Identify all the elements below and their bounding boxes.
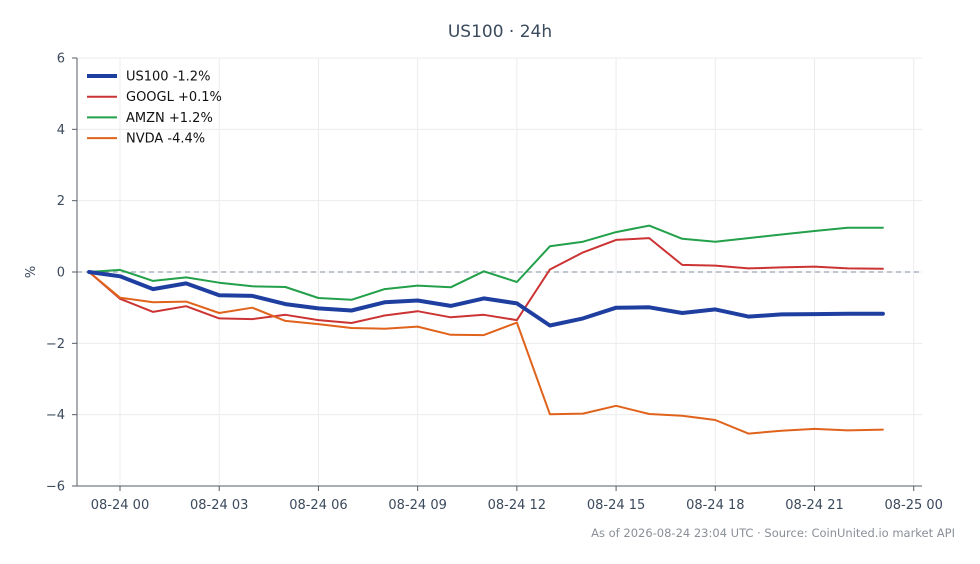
x-tick-label: 08-24 03: [190, 498, 248, 513]
legend: US100 -1.2% GOOGL +0.1% AMZN +1.2% NVDA -4.…: [87, 70, 222, 147]
legend-label-amzn: AMZN +1.2%: [126, 111, 213, 126]
x-tick-label: 08-24 15: [587, 498, 645, 513]
x-tick-label: 08-24 09: [388, 498, 446, 513]
grid: [77, 57, 922, 487]
y-tick-label: −4: [46, 408, 65, 423]
chart-title: US100 · 24h: [448, 22, 552, 42]
y-tick-label: 4: [57, 123, 65, 138]
series-lines: [87, 224, 885, 435]
x-tick-label: 08-24 00: [91, 498, 149, 513]
series-line-us100: [87, 270, 885, 328]
legend-label-us100: US100 -1.2%: [126, 70, 210, 85]
y-tick-label: 2: [57, 194, 65, 209]
series-line-googl: [88, 237, 884, 324]
legend-label-nvda: NVDA -4.4%: [126, 132, 205, 147]
source-footnote: As of 2026-08-24 23:04 UTC · Source: Coi…: [591, 526, 955, 540]
series-line-amzn: [88, 224, 884, 301]
x-tick-label: 08-24 18: [686, 498, 744, 513]
y-tick-label: 0: [57, 266, 65, 281]
y-tick-label: −2: [46, 337, 65, 352]
x-tick-label: 08-24 12: [488, 498, 546, 513]
series-line-nvda: [88, 271, 884, 435]
axes: −6 −4 −2 0 2 4 6 08-24 00 08-24 03 08-24 06 08-24 …: [46, 52, 943, 514]
legend-label-googl: GOOGL +0.1%: [126, 90, 222, 105]
x-tick-label: 08-25 00: [885, 498, 943, 513]
y-axis-label: %: [24, 266, 39, 278]
y-tick-label: 6: [57, 52, 65, 67]
x-tick-label: 08-24 21: [785, 498, 843, 513]
x-tick-label: 08-24 06: [289, 498, 347, 513]
y-tick-label: −6: [46, 480, 65, 495]
